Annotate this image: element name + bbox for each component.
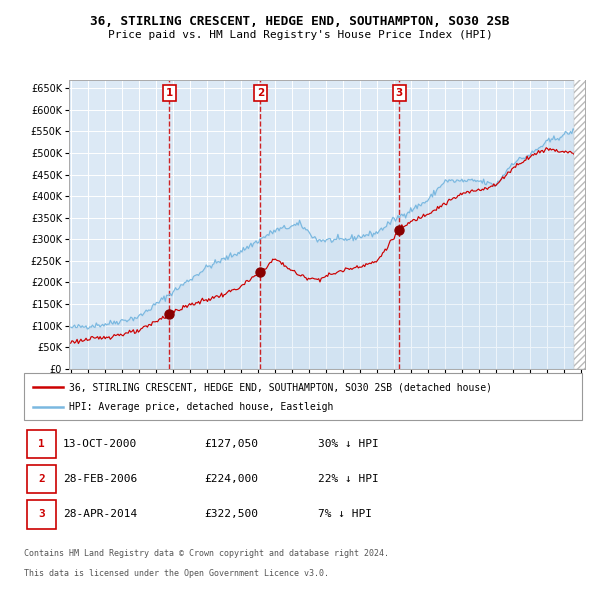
Text: 3: 3 (38, 510, 45, 519)
Text: 7% ↓ HPI: 7% ↓ HPI (318, 510, 372, 519)
Text: HPI: Average price, detached house, Eastleigh: HPI: Average price, detached house, East… (69, 402, 334, 412)
Text: £322,500: £322,500 (204, 510, 258, 519)
Text: 28-FEB-2006: 28-FEB-2006 (63, 474, 137, 484)
Text: £224,000: £224,000 (204, 474, 258, 484)
Text: 36, STIRLING CRESCENT, HEDGE END, SOUTHAMPTON, SO30 2SB: 36, STIRLING CRESCENT, HEDGE END, SOUTHA… (91, 15, 509, 28)
Text: 28-APR-2014: 28-APR-2014 (63, 510, 137, 519)
Text: 2: 2 (257, 87, 264, 97)
Text: 36, STIRLING CRESCENT, HEDGE END, SOUTHAMPTON, SO30 2SB (detached house): 36, STIRLING CRESCENT, HEDGE END, SOUTHA… (69, 382, 492, 392)
Text: 1: 1 (38, 439, 45, 448)
Text: Contains HM Land Registry data © Crown copyright and database right 2024.: Contains HM Land Registry data © Crown c… (24, 549, 389, 558)
Text: 3: 3 (396, 87, 403, 97)
Text: This data is licensed under the Open Government Licence v3.0.: This data is licensed under the Open Gov… (24, 569, 329, 578)
Text: 30% ↓ HPI: 30% ↓ HPI (318, 439, 379, 448)
Text: 2: 2 (38, 474, 45, 484)
Text: Price paid vs. HM Land Registry's House Price Index (HPI): Price paid vs. HM Land Registry's House … (107, 30, 493, 40)
Text: 22% ↓ HPI: 22% ↓ HPI (318, 474, 379, 484)
Text: 1: 1 (166, 87, 173, 97)
Text: £127,050: £127,050 (204, 439, 258, 448)
Text: 13-OCT-2000: 13-OCT-2000 (63, 439, 137, 448)
